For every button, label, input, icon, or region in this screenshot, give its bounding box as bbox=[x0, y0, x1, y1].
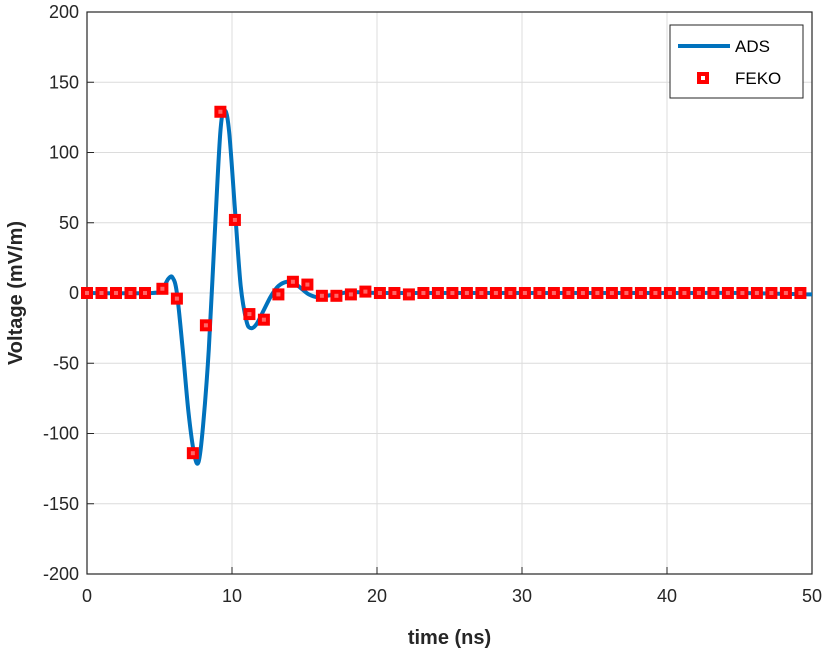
y-tick-label: 100 bbox=[49, 143, 79, 163]
y-tick-labels: -200 -150 -100 -50 0 50 100 150 200 bbox=[43, 2, 79, 584]
y-tick-label: -200 bbox=[43, 564, 79, 584]
feko-data-point bbox=[156, 282, 169, 295]
feko-data-point bbox=[417, 287, 430, 299]
legend-box bbox=[669, 24, 804, 99]
feko-data-point bbox=[170, 292, 183, 305]
y-tick-label: -50 bbox=[53, 353, 79, 373]
feko-data-point bbox=[634, 287, 647, 299]
y-tick-label: -100 bbox=[43, 424, 79, 444]
legend-feko-label: FEKO bbox=[735, 69, 781, 88]
feko-data-point bbox=[605, 287, 618, 299]
feko-data-point bbox=[750, 287, 763, 299]
feko-data-point bbox=[533, 287, 546, 299]
x-tick-label: 30 bbox=[512, 586, 532, 606]
y-axis-title: Voltage (mV/m) bbox=[5, 221, 27, 365]
feko-data-point bbox=[620, 287, 633, 299]
feko-data-point bbox=[576, 287, 589, 299]
feko-data-point bbox=[692, 287, 705, 299]
feko-data-point bbox=[199, 319, 212, 332]
feko-data-point bbox=[359, 285, 372, 298]
feko-data-point bbox=[139, 287, 151, 299]
legend-feko-marker-center bbox=[701, 76, 705, 80]
y-tick-label: -150 bbox=[43, 494, 79, 514]
feko-data-point bbox=[649, 287, 662, 299]
x-tick-label: 0 bbox=[82, 586, 92, 606]
feko-data-point bbox=[257, 313, 270, 326]
y-tick-label: 0 bbox=[69, 283, 79, 303]
feko-data-point bbox=[460, 287, 473, 299]
feko-data-point bbox=[721, 287, 734, 299]
y-tick-label: 50 bbox=[59, 213, 79, 233]
feko-data-point bbox=[110, 287, 122, 299]
feko-data-point bbox=[315, 289, 328, 302]
feko-data-point bbox=[707, 287, 720, 299]
legend: ADS FEKO bbox=[669, 24, 804, 99]
x-tick-label: 20 bbox=[367, 586, 387, 606]
feko-data-point bbox=[272, 288, 285, 301]
feko-data-point bbox=[124, 287, 137, 299]
feko-data-point bbox=[330, 289, 343, 302]
x-tick-label: 40 bbox=[657, 586, 677, 606]
legend-ads-label: ADS bbox=[735, 37, 770, 56]
feko-data-point bbox=[547, 287, 560, 299]
feko-data-point bbox=[373, 287, 386, 299]
feko-data-point bbox=[591, 287, 604, 299]
feko-data-point bbox=[301, 278, 314, 291]
feko-data-point bbox=[344, 288, 357, 301]
feko-data-point bbox=[663, 287, 676, 299]
feko-data-point bbox=[81, 287, 93, 299]
feko-data-point bbox=[562, 287, 575, 299]
feko-data-point bbox=[228, 213, 241, 226]
x-axis-title: time (ns) bbox=[408, 627, 491, 649]
feko-data-point bbox=[794, 287, 807, 299]
feko-data-point bbox=[388, 287, 401, 299]
y-tick-label: 200 bbox=[49, 2, 79, 22]
feko-data-point bbox=[286, 275, 299, 288]
feko-data-point bbox=[504, 287, 517, 299]
x-tick-label: 10 bbox=[222, 586, 242, 606]
y-tick-label: 150 bbox=[49, 72, 79, 92]
feko-data-point bbox=[243, 308, 256, 321]
feko-data-point bbox=[678, 287, 691, 299]
feko-data-point bbox=[518, 287, 531, 299]
feko-data-point bbox=[431, 287, 444, 299]
x-tick-label: 50 bbox=[802, 586, 822, 606]
feko-data-point bbox=[736, 287, 749, 299]
feko-data-point bbox=[475, 287, 488, 299]
feko-data-point bbox=[186, 447, 199, 460]
feko-data-point bbox=[779, 287, 792, 299]
feko-data-point bbox=[214, 105, 227, 118]
feko-data-point bbox=[446, 287, 459, 299]
feko-data-point bbox=[95, 287, 108, 299]
x-tick-labels: 0 10 20 30 40 50 bbox=[82, 586, 822, 606]
feko-data-point bbox=[765, 287, 778, 299]
series-layer bbox=[81, 105, 813, 466]
feko-data-point bbox=[489, 287, 502, 299]
feko-data-point bbox=[402, 288, 415, 301]
